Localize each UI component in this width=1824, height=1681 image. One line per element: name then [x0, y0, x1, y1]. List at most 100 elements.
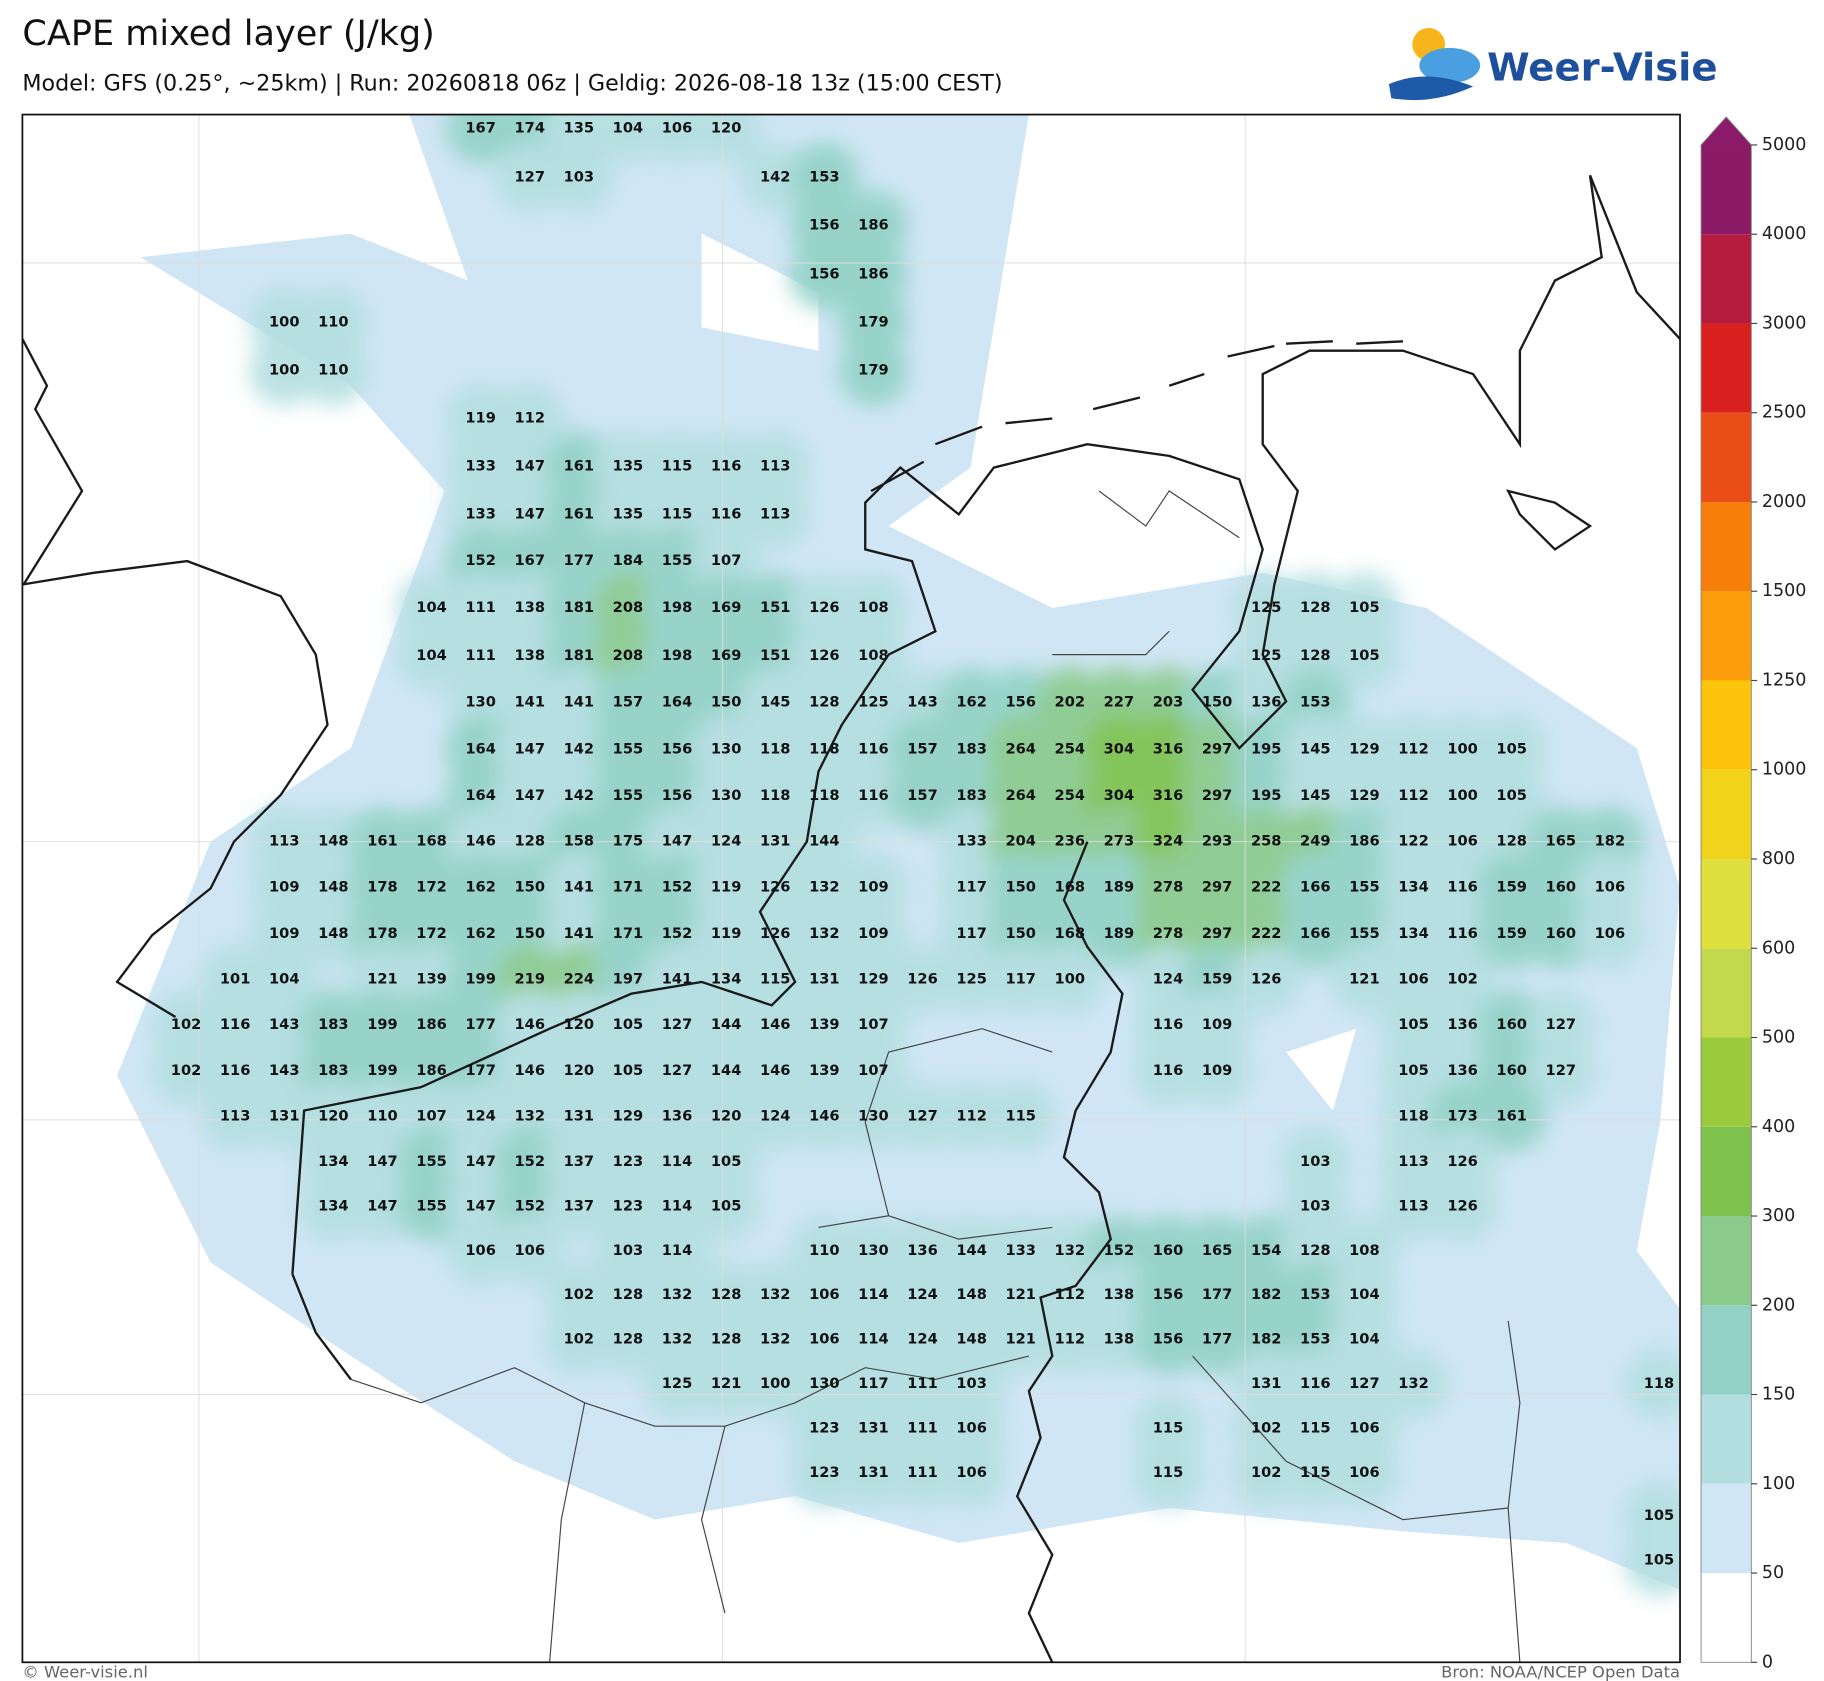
cape-value: 156: [809, 266, 840, 283]
cape-value: 222: [1251, 878, 1282, 895]
cape-value: 126: [1251, 971, 1282, 988]
cape-value: 168: [1055, 878, 1086, 895]
coast-mainland: [291, 174, 1681, 1381]
cape-value: 110: [367, 1107, 398, 1124]
cape-value: 174: [514, 120, 545, 137]
colorbar-segment: [1701, 1483, 1752, 1574]
cape-value: 102: [171, 1062, 202, 1079]
cape-value: 155: [662, 552, 693, 569]
cape-value: 167: [514, 552, 545, 569]
cape-value: 116: [858, 787, 889, 804]
colorbar-tick-label: 1000: [1762, 760, 1807, 780]
cape-patch: [298, 1171, 369, 1242]
cape-value: 144: [711, 1016, 742, 1033]
cape-value: 293: [1202, 833, 1233, 850]
cape-value: 133: [465, 505, 496, 522]
cape-value: 183: [318, 1016, 349, 1033]
cape-value: 138: [514, 647, 545, 664]
cape-value: 324: [1153, 833, 1184, 850]
cape-patch: [1083, 1304, 1154, 1375]
cape-value: 102: [1447, 971, 1478, 988]
colorbar-outline: [1700, 116, 1752, 1663]
cape-value: 199: [367, 1062, 398, 1079]
cape-value: 105: [1349, 647, 1380, 664]
cape-value: 134: [318, 1153, 349, 1170]
cape-value: 160: [1496, 1016, 1527, 1033]
cape-value: 107: [858, 1016, 889, 1033]
cape-value: 148: [318, 878, 349, 895]
cape-patch: [740, 572, 811, 643]
cape-value: 106: [1595, 878, 1626, 895]
cape-value: 125: [1251, 599, 1282, 616]
cape-value: 106: [662, 120, 693, 137]
cape-value: 130: [711, 740, 742, 757]
cape-value: 126: [760, 925, 791, 942]
cape-value: 116: [1447, 878, 1478, 895]
cape-value: 117: [1005, 971, 1036, 988]
cape-value: 124: [760, 1107, 791, 1124]
cape-value: 130: [809, 1375, 840, 1392]
cape-value: 129: [613, 1107, 643, 1124]
cape-patch: [445, 431, 516, 502]
cape-value: 278: [1153, 925, 1184, 942]
cape-value: 181: [564, 647, 595, 664]
cape-value: 109: [1202, 1016, 1233, 1033]
cape-patch: [543, 431, 614, 502]
cape-value: 156: [662, 787, 693, 804]
logo-text: Weer-Visie: [1487, 46, 1717, 91]
cape-value: 107: [416, 1107, 447, 1124]
cape-value: 117: [956, 878, 986, 895]
cape-patch: [936, 944, 1007, 1015]
borders: [350, 490, 1521, 1663]
cape-patch: [1525, 1035, 1596, 1106]
cape-value: 100: [760, 1375, 791, 1392]
cape-value: 141: [514, 694, 545, 711]
cape-value: 118: [760, 740, 791, 757]
cape-value: 155: [613, 740, 643, 757]
cape-patch: [985, 1304, 1056, 1375]
cape-value: 104: [1349, 1331, 1380, 1348]
colorbar-tick-label: 800: [1762, 849, 1795, 869]
cape-value: 128: [809, 694, 840, 711]
cape-value: 297: [1202, 878, 1233, 895]
cape-value: 105: [1644, 1507, 1675, 1524]
cape-value: 106: [1349, 1419, 1380, 1436]
border-lines: [350, 490, 1521, 1663]
cape-patch: [838, 190, 909, 261]
cape-value: 152: [465, 552, 496, 569]
cape-value: 138: [514, 599, 545, 616]
cape-value: 151: [760, 599, 791, 616]
cape-value: 155: [416, 1197, 447, 1214]
cape-patch: [1280, 898, 1351, 970]
cape-value: 106: [809, 1286, 840, 1303]
cape-value: 108: [858, 599, 889, 616]
cape-value: 186: [1349, 833, 1380, 850]
cape-patch: [1083, 898, 1154, 970]
cape-value: 224: [564, 971, 595, 988]
cape-value: 114: [858, 1331, 889, 1348]
cape-value: 151: [760, 647, 791, 664]
cape-value: 123: [613, 1153, 643, 1170]
cape-patch: [1525, 898, 1596, 970]
cape-value: 159: [1202, 971, 1233, 988]
cape-value: 126: [809, 599, 840, 616]
cape-value: 197: [613, 971, 643, 988]
coast-islands: [870, 340, 1404, 492]
cape-patch: [1329, 1437, 1400, 1508]
cape-value: 177: [1202, 1286, 1233, 1303]
cape-value: 131: [858, 1464, 889, 1481]
cape-value: 147: [465, 1153, 496, 1170]
cape-value: 106: [956, 1419, 986, 1436]
cape-value: 132: [1398, 1375, 1429, 1392]
colorbar-tick-label: 200: [1762, 1295, 1795, 1315]
colorbar-segment: [1701, 680, 1752, 770]
cape-value: 108: [1349, 1242, 1380, 1259]
cape-value: 116: [1153, 1016, 1184, 1033]
cape-value: 132: [662, 1286, 693, 1303]
cape-value: 123: [613, 1197, 643, 1214]
cape-value: 264: [1005, 787, 1036, 804]
cape-value: 132: [809, 878, 840, 895]
cape-value: 132: [760, 1331, 791, 1348]
cape-value: 141: [564, 878, 595, 895]
cape-patch: [1329, 572, 1400, 643]
